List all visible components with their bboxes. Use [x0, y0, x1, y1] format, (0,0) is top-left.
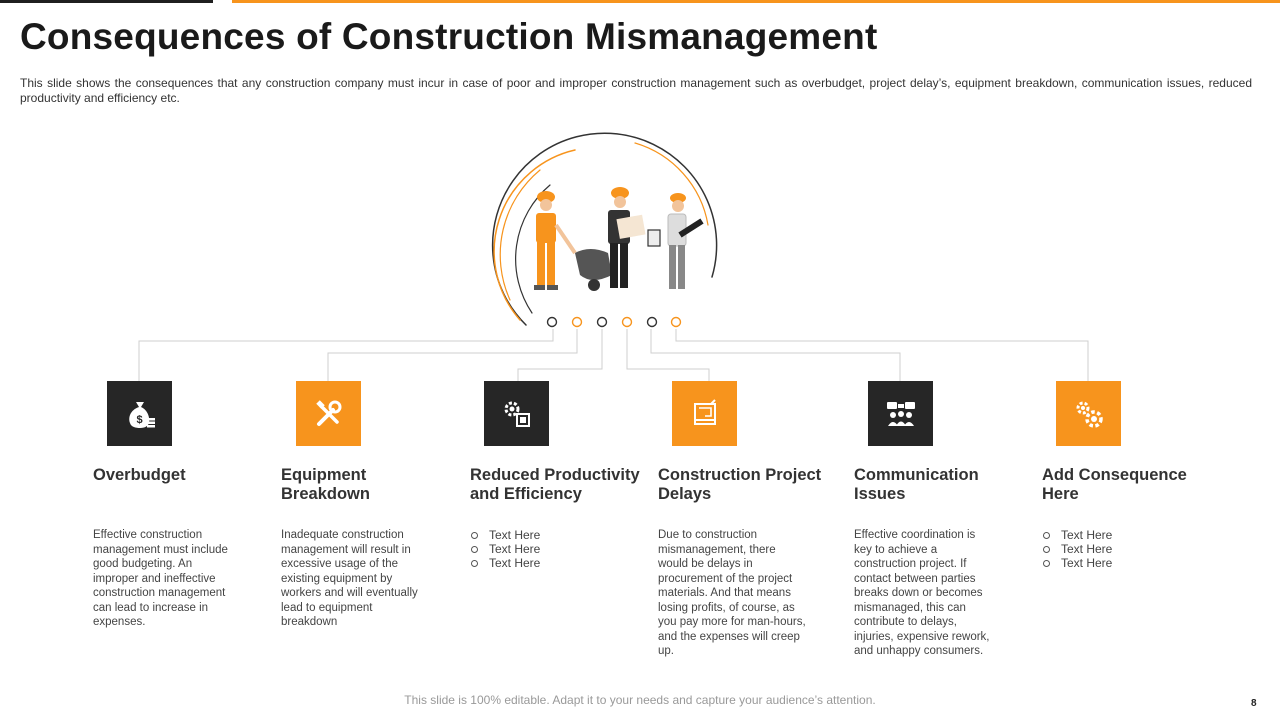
consequence-text-overbudget: Effective construction management must i… — [93, 529, 228, 628]
consequence-title-overbudget: Overbudget — [93, 466, 186, 484]
equipment-icon-box — [296, 381, 361, 446]
productivity-icon-box — [484, 381, 549, 446]
slide-subtitle: This slide shows the consequences that a… — [20, 76, 1252, 105]
consequence-title-equipment: Equipment Breakdown — [281, 466, 370, 503]
delays-icon-box — [672, 381, 737, 446]
consequence-text-communication: Effective coordination is key to achieve… — [854, 529, 990, 657]
svg-text:$: $ — [136, 414, 142, 426]
consequence-list-add: Text Here Text Here Text Here — [1042, 528, 1112, 570]
list-item: Text Here — [470, 542, 540, 556]
consequence-title-add: Add Consequence Here — [1042, 466, 1187, 503]
consequence-text-equipment: Inadequate construction management will … — [281, 529, 418, 628]
list-item: Text Here — [1042, 542, 1112, 556]
consequence-list-productivity: Text Here Text Here Text Here — [470, 528, 540, 570]
top-bar-dark — [0, 0, 213, 3]
construction-workers-illustration — [491, 132, 718, 326]
add-consequence-icon-box — [1056, 381, 1121, 446]
slide-title: Consequences of Construction Mismanageme… — [20, 16, 878, 57]
list-item: Text Here — [470, 528, 540, 542]
consequence-title-communication: Communication Issues — [854, 466, 979, 503]
blueprint-icon — [693, 398, 716, 425]
gears-icon — [1076, 401, 1103, 428]
communication-icon-box — [868, 381, 933, 446]
list-item: Text Here — [1042, 556, 1112, 570]
consequence-title-productivity: Reduced Productivity and Efficiency — [470, 466, 640, 503]
tools-icon — [315, 399, 341, 426]
page-number: 8 — [1251, 698, 1257, 709]
money-bag-icon: $ — [128, 401, 155, 428]
top-bar-accent — [232, 0, 1280, 3]
list-item: Text Here — [470, 556, 540, 570]
overbudget-icon-box: $ — [107, 381, 172, 446]
team-chat-icon — [886, 401, 915, 426]
list-item: Text Here — [1042, 528, 1112, 542]
consequence-title-delays: Construction Project Delays — [658, 466, 822, 503]
consequence-text-delays: Due to construction mismanagement, there… — [658, 529, 806, 657]
footer-note: This slide is 100% editable. Adapt it to… — [404, 693, 876, 707]
gear-chip-icon — [504, 401, 530, 427]
